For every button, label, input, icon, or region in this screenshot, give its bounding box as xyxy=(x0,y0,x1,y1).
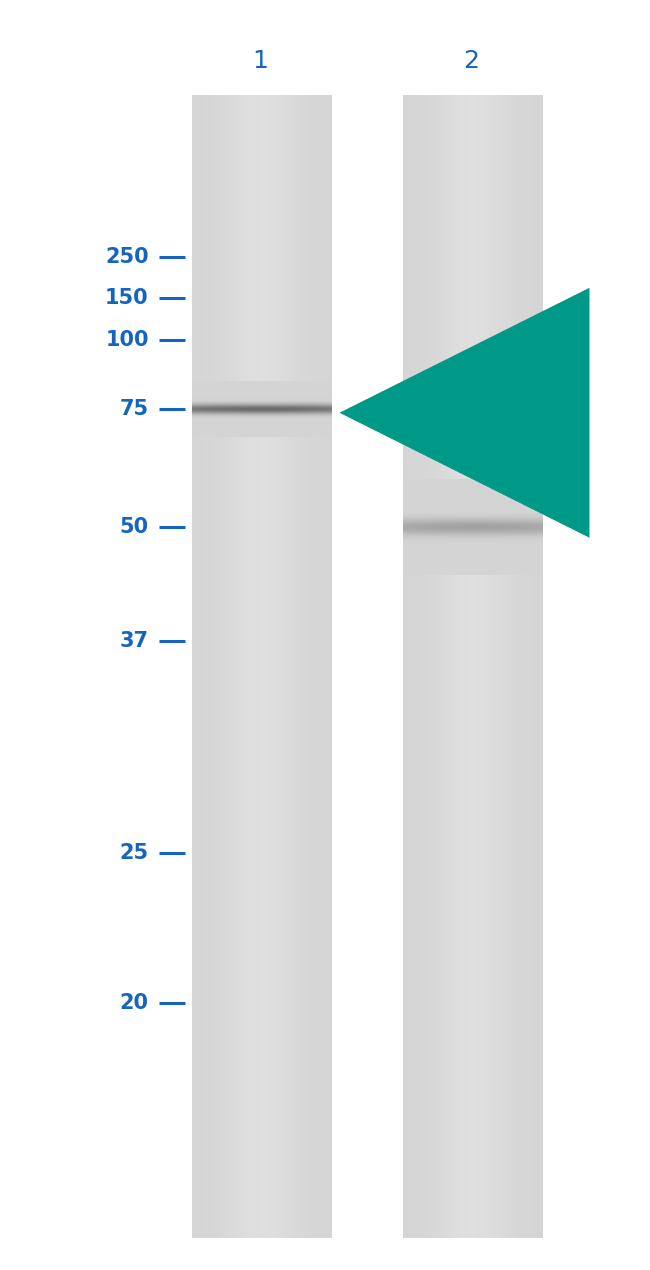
Text: 100: 100 xyxy=(105,330,149,351)
Text: 250: 250 xyxy=(105,246,149,267)
Text: 20: 20 xyxy=(120,993,149,1013)
Text: 50: 50 xyxy=(120,517,149,537)
Text: 25: 25 xyxy=(120,843,149,864)
Text: 37: 37 xyxy=(120,631,149,652)
Text: 2: 2 xyxy=(463,50,479,72)
Text: 75: 75 xyxy=(120,399,149,419)
Text: 150: 150 xyxy=(105,288,149,309)
Text: 1: 1 xyxy=(252,50,268,72)
